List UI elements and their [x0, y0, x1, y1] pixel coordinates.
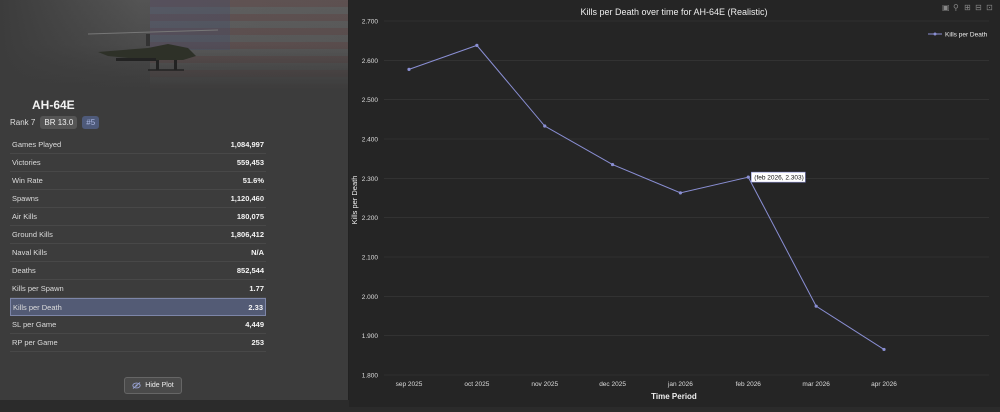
y-tick-label: 2.500 — [362, 97, 379, 104]
data-point — [746, 175, 750, 179]
y-tick-label: 2.700 — [362, 19, 379, 26]
stat-row-spawns[interactable]: Spawns 1,120,460 — [10, 190, 266, 208]
data-point — [475, 43, 479, 47]
legend-label: Kills per Death — [945, 32, 988, 39]
data-point — [407, 67, 411, 71]
y-tick-label: 1.900 — [362, 333, 379, 340]
y-tick-label: 1.800 — [362, 373, 379, 380]
x-tick-label: feb 2026 — [736, 381, 762, 388]
zoom-out-icon[interactable]: ⊟ — [975, 3, 982, 12]
stat-row-naval-kills[interactable]: Naval Kills N/A — [10, 244, 266, 262]
stat-row-kills-per-death[interactable]: Kills per Death 2.33 — [10, 298, 266, 316]
chart-title: Kills per Death over time for AH-64E (Re… — [580, 7, 767, 17]
x-tick-label: oct 2025 — [464, 381, 489, 388]
position-badge: #5 — [82, 116, 100, 129]
y-tick-label: 2.200 — [362, 215, 379, 222]
stat-row-games-played[interactable]: Games Played 1,084,997 — [10, 136, 266, 154]
vehicle-tags: Rank 7 BR 13.0 #5 — [10, 116, 100, 129]
vehicle-banner — [0, 0, 348, 90]
hide-plot-label: Hide Plot — [145, 382, 174, 389]
stat-row-sl-per-game[interactable]: SL per Game 4,449 — [10, 316, 266, 334]
camera-icon[interactable]: ▣ — [942, 3, 950, 12]
x-tick-label: sep 2025 — [396, 381, 423, 388]
x-tick-label: nov 2025 — [531, 381, 558, 388]
eye-off-icon — [132, 382, 141, 389]
x-tick-label: apr 2026 — [871, 381, 897, 388]
kd-line-chart: Kills per Death over time for AH-64E (Re… — [350, 7, 989, 401]
vehicle-panel: AH-64E Rank 7 BR 13.0 #5 Games Played 1,0… — [0, 0, 349, 400]
stat-row-win-rate[interactable]: Win Rate 51.6% — [10, 172, 266, 190]
hover-tooltip-text: (feb 2026, 2.303) — [754, 175, 804, 182]
hover-tooltip — [750, 171, 806, 183]
vehicle-name: AH-64E — [32, 98, 75, 112]
x-tick-label: jan 2026 — [667, 381, 693, 388]
hide-plot-button[interactable]: Hide Plot — [124, 377, 182, 394]
chart-area: ▣ ⚲ ⊞ ⊟ ⊡ Kills per Death over time for … — [349, 0, 1000, 407]
br-badge: BR 13.0 — [40, 116, 78, 129]
series-line — [408, 44, 885, 350]
stat-row-rp-per-game[interactable]: RP per Game 253 — [10, 334, 266, 352]
rank-label: Rank 7 — [10, 118, 36, 127]
y-tick-label: 2.100 — [362, 255, 379, 262]
autoscale-icon[interactable]: ⊡ — [986, 3, 993, 12]
y-tick-label: 2.000 — [362, 294, 379, 301]
x-tick-label: dec 2025 — [599, 381, 626, 388]
zoom-icon[interactable]: ⚲ — [953, 3, 959, 12]
y-tick-label: 2.300 — [362, 176, 379, 183]
y-tick-label: 2.600 — [362, 58, 379, 65]
stats-table: Games Played 1,084,997 Victories 559,453 W… — [10, 136, 266, 352]
data-point — [543, 124, 547, 128]
x-tick-label: mar 2026 — [802, 381, 830, 388]
y-axis-label: Kills per Death — [350, 176, 359, 225]
data-point — [610, 162, 615, 167]
helicopter-image — [88, 29, 218, 71]
zoom-in-icon[interactable]: ⊞ — [964, 3, 971, 12]
data-point — [678, 191, 683, 195]
stat-row-kills-per-spawn[interactable]: Kills per Spawn 1.77 — [10, 280, 266, 298]
data-point — [814, 304, 818, 308]
stat-row-ground-kills[interactable]: Ground Kills 1,806,412 — [10, 226, 266, 244]
x-axis-label: Time Period — [651, 392, 697, 401]
plot-toolbar: ▣ ⚲ ⊞ ⊟ ⊡ — [942, 4, 994, 12]
stat-row-air-kills[interactable]: Air Kills 180,075 — [10, 208, 266, 226]
legend-marker — [933, 32, 937, 36]
data-point — [882, 347, 886, 352]
stat-row-deaths[interactable]: Deaths 852,544 — [10, 262, 266, 280]
stat-row-victories[interactable]: Victories 559,453 — [10, 154, 266, 172]
y-tick-label: 2.400 — [362, 137, 379, 144]
